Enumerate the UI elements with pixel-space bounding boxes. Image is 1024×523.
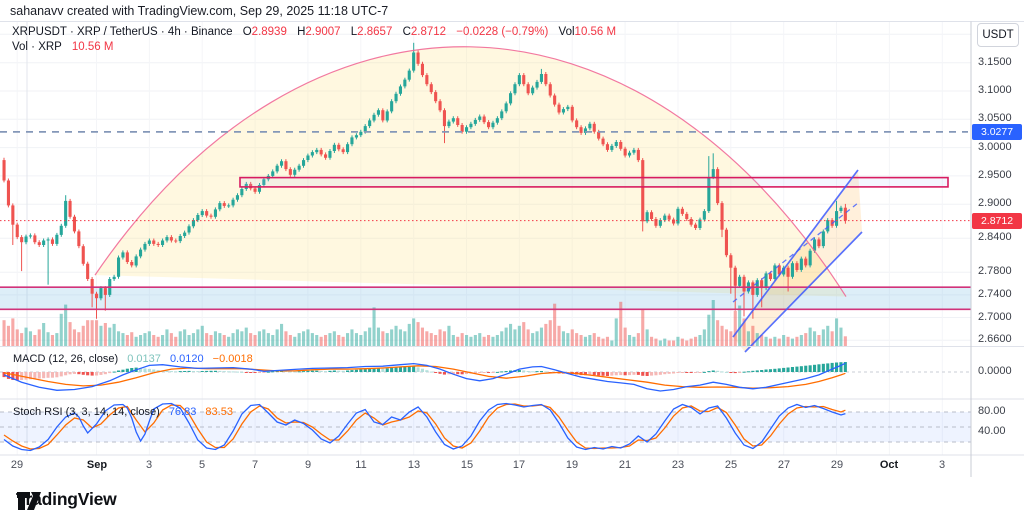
price-tick-label: 2.7400 <box>978 288 1012 300</box>
time-tick-label: 3 <box>145 459 153 471</box>
high-value: 2.9007 <box>305 26 341 38</box>
stoch-title: Stoch RSI (3, 3, 14, 14, close) <box>13 406 160 418</box>
macd-legend[interactable]: MACD (12, 26, close) 0.0137 0.0120 −0.00… <box>13 353 253 365</box>
macd-signal-line <box>3 365 846 389</box>
time-tick-label: 11 <box>355 459 367 471</box>
macd-hist-value: 0.0137 <box>127 353 161 365</box>
time-tick-label: 23 <box>671 459 685 471</box>
stoch-rsi-legend[interactable]: Stoch RSI (3, 3, 14, 14, close) 76.83 83… <box>13 406 233 418</box>
price-tick-label: 2.9500 <box>978 169 1012 181</box>
channel-lower-line <box>744 231 863 353</box>
time-tick-label: 5 <box>198 459 206 471</box>
high-label: H <box>297 26 306 38</box>
dome-pattern-arc <box>94 46 847 297</box>
low-value: 2.8657 <box>357 26 393 38</box>
currency-selector[interactable]: USDT <box>977 23 1019 47</box>
close-value: 2.8712 <box>410 26 447 38</box>
support-zone-fill <box>0 287 971 310</box>
price-tick-label: 2.7000 <box>978 311 1012 323</box>
stoch-k-line <box>3 402 846 452</box>
price-tick-label: 3.0000 <box>978 141 1012 153</box>
time-tick-label: 27 <box>777 459 791 471</box>
price-badge-last[interactable]: 2.8712 <box>972 213 1022 229</box>
channel-upper-line <box>732 169 859 338</box>
price-tick-label: 3.1000 <box>978 84 1012 96</box>
price-tick-label: 3.1500 <box>978 56 1012 68</box>
price-badge-alert[interactable]: 3.0277 <box>972 124 1022 140</box>
change-value: −0.0228 (−0.79%) <box>456 26 549 38</box>
price-tick-label: 2.8400 <box>978 231 1012 243</box>
time-tick-label: 25 <box>724 459 738 471</box>
macd-line-value: 0.0120 <box>169 353 204 365</box>
macd-title: MACD (12, 26, close) <box>13 353 119 365</box>
symbol-title: XRPUSDT · XRP / TetherUS · 4h · Binance <box>12 26 233 38</box>
volume-label: Vol <box>558 26 575 38</box>
time-tick-label: 7 <box>251 459 259 471</box>
open-value: 2.8939 <box>251 26 287 38</box>
close-label: C <box>402 26 411 38</box>
price-tick-label: 3.0500 <box>978 112 1012 124</box>
volume-value: 10.56 M <box>574 26 617 38</box>
time-tick-label: 9 <box>304 459 312 471</box>
macd-main-line <box>3 362 846 392</box>
macd-histogram <box>2 362 847 381</box>
symbol-legend[interactable]: XRPUSDT · XRP / TetherUS · 4h · Binance … <box>12 26 616 38</box>
stoch-40-label: 40.00 <box>978 425 1006 437</box>
macd-signal-value: −0.0018 <box>212 353 253 365</box>
time-tick-label: 29 <box>830 459 844 471</box>
tradingview-logo-icon <box>17 492 41 510</box>
time-tick-label: Sep <box>86 459 108 471</box>
volume-series-title: Vol · XRP <box>12 41 62 53</box>
open-label: O <box>242 26 252 38</box>
price-tick-label: 2.9000 <box>978 197 1012 209</box>
time-tick-label: 13 <box>407 459 421 471</box>
volume-series <box>2 300 847 346</box>
macd-zero-label: 0.0000 <box>978 365 1012 377</box>
time-tick-label: Oct <box>879 459 899 471</box>
low-label: L <box>350 26 358 38</box>
time-tick-label: 19 <box>565 459 579 471</box>
price-tick-label: 2.7800 <box>978 265 1012 277</box>
stoch-80-label: 80.00 <box>978 405 1006 417</box>
volume-series-value: 10.56 M <box>71 41 114 53</box>
time-tick-label: 15 <box>460 459 474 471</box>
resistance-rectangle <box>239 176 949 188</box>
stoch-d-value: 83.53 <box>205 406 233 418</box>
tradingview-logo[interactable]: TradingView <box>16 489 117 510</box>
volume-legend[interactable]: Vol · XRP 10.56 M <box>12 41 113 53</box>
time-tick-label: 29 <box>10 459 24 471</box>
price-tick-label: 2.6600 <box>978 333 1012 345</box>
stoch-k-value: 76.83 <box>168 406 197 418</box>
attribution-text: sahanavv created with TradingView.com, S… <box>10 4 389 18</box>
channel-fill <box>733 170 862 352</box>
dome-pattern-fill <box>95 46 846 297</box>
time-tick-label: 21 <box>618 459 632 471</box>
time-tick-label: 3 <box>938 459 946 471</box>
time-tick-label: 17 <box>512 459 526 471</box>
tradingview-logo-text: TradingView <box>16 489 117 509</box>
